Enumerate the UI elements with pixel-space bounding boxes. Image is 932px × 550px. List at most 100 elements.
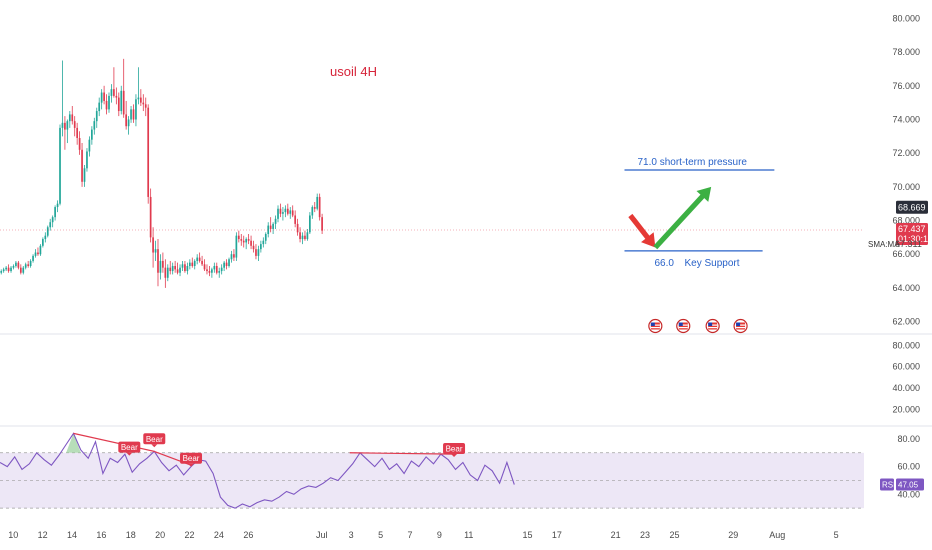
x-tick-label: 7 <box>407 530 412 540</box>
pressure-label: 71.0 short-term pressure <box>637 157 747 168</box>
candle <box>144 97 147 117</box>
candle-body <box>76 127 79 138</box>
candle-body <box>51 217 54 223</box>
y-tick-label: 62.000 <box>892 317 920 327</box>
candle <box>262 237 265 248</box>
candle <box>196 254 199 265</box>
rsi-value: 47.05 <box>898 481 919 490</box>
candle-body <box>22 267 25 273</box>
candle <box>198 252 201 263</box>
x-tick-label: 12 <box>38 530 48 540</box>
candle-body <box>125 114 128 127</box>
candle-body <box>296 223 299 233</box>
candle-body <box>191 262 194 266</box>
candle-body <box>54 207 56 218</box>
candle-body <box>223 262 225 268</box>
candle-body <box>262 240 265 245</box>
rsi-pane: Bear Bear Bear Bear <box>0 432 864 509</box>
support-level-label: 66.0 <box>654 258 674 269</box>
candle <box>223 260 225 272</box>
candle <box>179 264 181 277</box>
candle-body <box>304 235 306 240</box>
candle-body <box>27 264 30 266</box>
candle <box>10 266 12 273</box>
candle <box>274 215 277 229</box>
x-tick-label: 5 <box>834 530 839 540</box>
y-tick-label: 64.000 <box>892 283 920 293</box>
candle <box>12 264 15 270</box>
candlestick-series <box>0 58 323 288</box>
candle-body <box>95 111 98 122</box>
candle-body <box>144 104 147 108</box>
candle-body <box>120 90 123 112</box>
candle <box>15 260 17 268</box>
candle <box>215 262 218 275</box>
candle-body <box>130 109 132 120</box>
candle <box>252 240 255 253</box>
candle-body <box>135 99 137 120</box>
candle-body <box>59 127 61 204</box>
countdown-label: 01:30:17 <box>898 234 932 244</box>
candle <box>117 92 120 117</box>
candle <box>233 249 235 261</box>
candle-body <box>159 260 162 273</box>
candle <box>73 116 76 137</box>
candle <box>95 107 98 128</box>
candle-body <box>166 267 169 278</box>
candle <box>42 237 44 248</box>
x-tick-label: 17 <box>552 530 562 540</box>
candle-body <box>316 196 319 209</box>
candle-body <box>301 235 304 240</box>
candle <box>316 193 319 211</box>
candle <box>81 143 83 187</box>
candle <box>90 126 93 145</box>
x-tick-label: 10 <box>8 530 18 540</box>
candle-body <box>269 225 272 229</box>
rsi-label: RSI <box>882 481 895 490</box>
candle <box>32 254 34 263</box>
candle-body <box>257 249 260 256</box>
candle-body <box>176 269 179 273</box>
candle <box>240 234 243 246</box>
candle-body <box>93 121 96 130</box>
candle-body <box>147 107 150 197</box>
candle-body <box>127 119 130 127</box>
candle-body <box>321 217 323 231</box>
candle <box>245 237 248 250</box>
candle-body <box>235 235 238 258</box>
candle <box>61 60 64 137</box>
candle <box>120 85 123 115</box>
current-price-value: 67.437 <box>898 224 926 234</box>
candle <box>247 234 250 245</box>
candle-body <box>66 121 69 130</box>
candle <box>64 116 66 150</box>
candle-body <box>157 249 159 273</box>
volume-tick-label: 60.000 <box>892 362 920 372</box>
candle <box>51 215 54 228</box>
candle-body <box>208 271 211 273</box>
candle <box>286 203 289 216</box>
candle-body <box>42 239 44 246</box>
down-arrow <box>628 213 656 248</box>
volume-tick-label: 80.000 <box>892 340 920 350</box>
support-label: Key Support <box>684 258 739 269</box>
y-tick-label: 78.000 <box>892 47 920 57</box>
candle <box>188 259 191 270</box>
candle <box>157 239 159 287</box>
candle <box>279 203 282 218</box>
candle <box>184 260 186 273</box>
candle-body <box>81 149 83 182</box>
candle <box>19 264 22 275</box>
candle-body <box>46 227 49 236</box>
candle <box>284 205 287 218</box>
candle-body <box>5 267 7 270</box>
candle <box>49 218 52 231</box>
candle-body <box>24 264 27 268</box>
candle-body <box>279 208 282 214</box>
candle <box>164 259 167 288</box>
bear-tag: Bear <box>143 433 166 448</box>
us-flag-icon <box>733 318 748 334</box>
x-tick-label: 11 <box>464 530 473 540</box>
candle <box>306 228 309 241</box>
rsi-tick-label: 40.00 <box>897 489 920 499</box>
